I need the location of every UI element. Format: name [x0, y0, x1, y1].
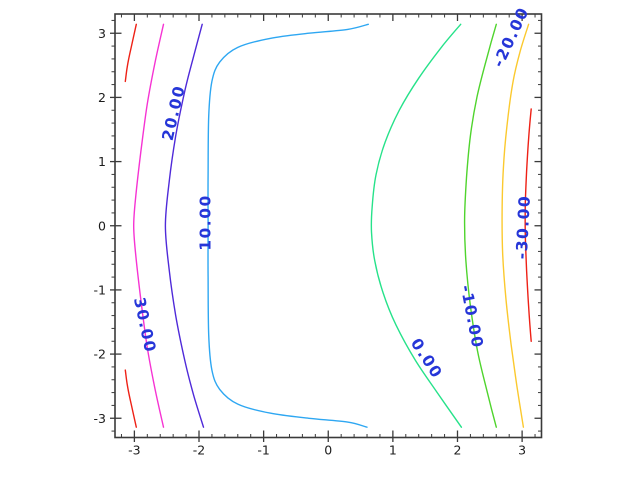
x-tick-label: -2 [193, 443, 205, 458]
contour-label-30: 30.00 [130, 296, 159, 355]
x-tick-label: 3 [518, 443, 526, 458]
contour-line--20 [501, 23, 530, 428]
y-tick-label: -3 [94, 411, 106, 426]
contour-label-0: 0.00 [407, 335, 446, 382]
y-tick-label: -2 [94, 347, 106, 362]
plot-box [114, 13, 543, 439]
contour-label--10: -10.00 [457, 284, 487, 351]
contour-line--10 [463, 23, 497, 428]
contour-line--30 [524, 108, 532, 342]
x-tick-label: -1 [257, 443, 269, 458]
x-tick-label: -3 [128, 443, 140, 458]
contour-line-40 [124, 369, 137, 428]
major-ticks [110, 14, 542, 442]
y-tick-label: -1 [94, 282, 106, 297]
contour-label-10: 10.00 [197, 194, 215, 251]
y-tick-label: 3 [98, 26, 106, 41]
contour-line-30 [132, 23, 165, 428]
minor-ticks [111, 14, 542, 438]
x-tick-label: 0 [324, 443, 332, 458]
x-axis-tick-labels: -3 -2 -1 0 1 2 3 [128, 443, 526, 458]
contour-line-40 [124, 23, 137, 83]
contour-line-10 [207, 23, 369, 428]
contour-line-0 [370, 23, 463, 428]
y-tick-label: 0 [98, 218, 106, 233]
x-tick-label: 1 [389, 443, 397, 458]
y-tick-label: 2 [98, 90, 106, 105]
x-tick-label: 2 [454, 443, 462, 458]
contour-line-20 [164, 23, 205, 428]
contour-lines [124, 23, 532, 428]
contour-label-20: 20.00 [159, 83, 189, 142]
contour-label--30: -30.00 [513, 194, 534, 259]
y-axis-tick-labels: -3 -2 -1 0 1 2 3 [94, 26, 107, 426]
y-tick-label: 1 [98, 154, 106, 169]
